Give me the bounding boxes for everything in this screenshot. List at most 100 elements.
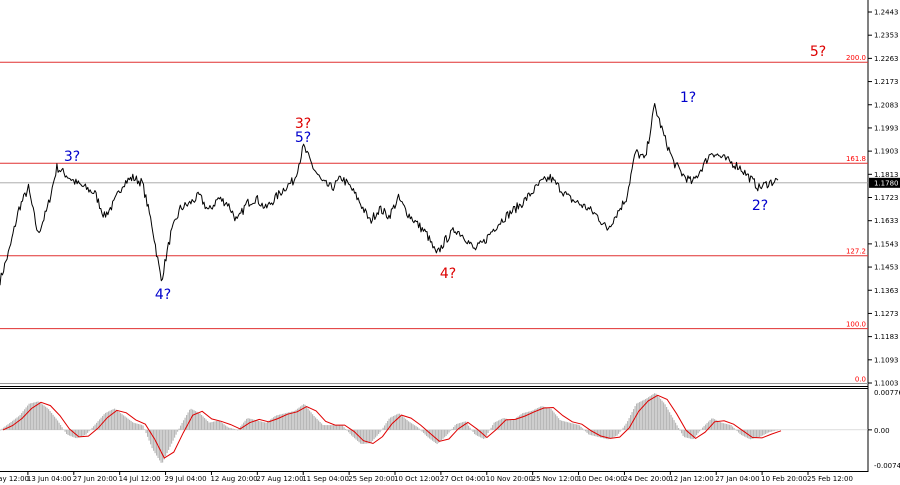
osc-histogram-bar [588,429,590,435]
osc-histogram-bar [639,402,641,430]
osc-histogram-bar [289,412,291,430]
osc-histogram-bar [739,429,741,435]
osc-histogram-bar [649,396,651,430]
osc-histogram-bar [324,425,326,430]
current-price-label: 1.1780 [874,179,899,187]
osc-histogram-bar [603,429,605,439]
osc-histogram-bar [25,407,27,430]
osc-histogram-bar [543,406,545,430]
osc-histogram-bar [328,425,330,430]
price-axis-label: 1.2173 [874,78,899,86]
osc-histogram-bar [421,429,423,432]
osc-histogram-bar [420,429,422,431]
osc-histogram-bar [120,413,122,430]
price-axis-label: 1.1453 [874,264,899,272]
osc-histogram-bar [190,408,192,430]
osc-histogram-bar [168,429,170,450]
osc-histogram-bar [109,410,111,430]
osc-histogram-bar [721,422,723,430]
osc-histogram-bar [175,429,177,435]
osc-histogram-bar [516,417,518,430]
wave-label-4-blue: 4? [155,287,171,303]
osc-histogram-bar [652,394,654,430]
osc-histogram-bar [159,429,161,461]
oscillator-panel[interactable] [0,393,872,463]
osc-histogram-bar [397,413,399,430]
osc-histogram-bar [727,424,729,430]
time-axis-label: 24 Dec 20:00 [623,475,670,483]
price-axis-label: 1.1993 [874,124,899,132]
time-axis-label: 27 Jan 04:00 [715,475,759,483]
osc-histogram-bar [597,429,599,437]
osc-histogram-bar [142,425,144,430]
osc-histogram-bar [276,415,278,430]
price-axis[interactable]: 1.2443 1.2353 1.2263 1.2173 1.2083 1.1993 1.19… [868,9,899,388]
osc-histogram-bar [295,409,297,430]
osc-histogram-bar [187,412,189,430]
osc-histogram-bar [349,429,351,434]
osc-histogram-bar [771,429,773,432]
osc-histogram-bar [19,414,21,430]
wave-label-5-red: 5? [810,44,826,60]
osc-histogram-bar [262,421,264,430]
osc-histogram-bar [111,409,113,430]
osc-histogram-bar [765,429,767,434]
osc-histogram-bar [306,406,308,430]
osc-histogram-bar [265,422,267,430]
osc-histogram-bar [300,406,302,430]
osc-histogram-bar [352,429,354,437]
wave-label-1-blue: 1? [680,90,696,106]
osc-histogram-bar [136,423,138,430]
osc-histogram-bar [304,404,306,430]
osc-histogram-bar [270,419,272,430]
time-axis-label: 29 Jul 04:00 [165,475,207,483]
osc-histogram-bar [510,419,512,430]
osc-histogram-bar [589,429,591,435]
osc-histogram-bar [451,428,453,430]
osc-histogram-bar [216,420,218,430]
osc-histogram-bar [54,416,56,430]
osc-histogram-bar [433,429,435,442]
osc-histogram-bar [711,418,713,430]
osc-histogram-bar [285,413,287,430]
osc-histogram-bar [756,429,758,438]
osc-histogram-bar [223,424,225,430]
osc-histogram-bar [309,410,311,430]
time-axis-label: 10 Oct 12:00 [394,475,440,483]
osc-histogram-bar [178,428,180,430]
osc-histogram-bar [322,425,324,430]
time-axis-label: 25 Sep 20:00 [348,475,395,483]
osc-histogram-bar [763,429,765,435]
osc-histogram-bar [153,429,155,451]
osc-histogram-bar [235,429,237,430]
osc-histogram-bar [28,403,30,430]
osc-histogram-bar [684,429,686,438]
osc-histogram-bar [643,399,645,430]
osc-histogram-bar [100,417,102,430]
osc-histogram-bar [16,417,18,430]
osc-histogram-bar [220,422,222,430]
osc-histogram-bar [123,415,125,430]
osc-histogram-bar [258,420,260,430]
osc-histogram-bar [222,423,224,430]
osc-histogram-bar [363,429,365,444]
osc-histogram-bar [615,429,617,437]
osc-histogram-bar [69,429,71,436]
osc-histogram-bar [648,397,650,430]
osc-histogram-bar [294,410,296,430]
osc-histogram-bar [529,411,531,430]
osc-histogram-bar [370,429,372,443]
osc-histogram-bar [361,429,363,445]
main-chart-area[interactable] [0,0,868,386]
osc-histogram-bar [406,420,408,430]
osc-histogram-bar [706,423,708,430]
osc-histogram-bar [97,421,99,430]
osc-histogram-bar [340,425,342,430]
osc-histogram-bar [418,428,420,430]
osc-histogram-bar [742,429,744,436]
osc-histogram-bar [58,422,60,430]
wave-label-4-red: 4? [440,266,456,282]
osc-histogram-bar [151,429,153,449]
